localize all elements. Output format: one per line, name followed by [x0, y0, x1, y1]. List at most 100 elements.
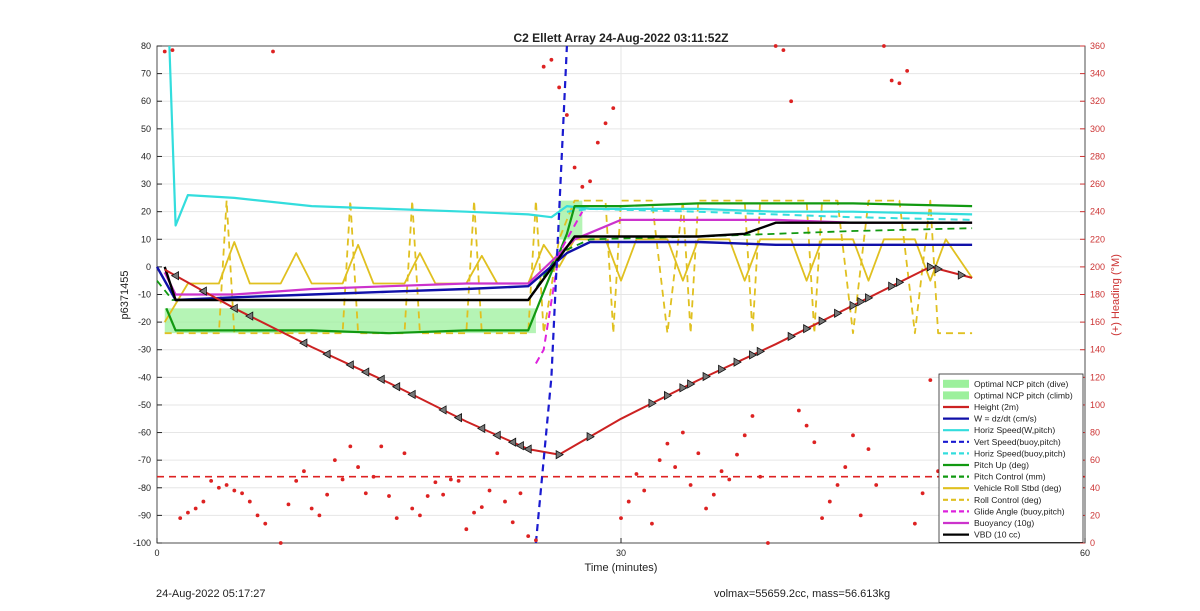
y2-tick-label: 240: [1090, 207, 1105, 217]
dive-marker: [170, 270, 179, 281]
dive-marker: [360, 367, 370, 377]
heading-point: [456, 478, 461, 483]
heading-point: [340, 477, 345, 482]
y2-tick-label: 60: [1090, 455, 1100, 465]
climb-marker: [926, 262, 936, 272]
heading-point: [178, 516, 183, 521]
heading-point: [588, 179, 592, 184]
y-axis-left: -100-90-80-70-60-50-40-30-20-10010203040…: [133, 41, 162, 548]
heading-point: [271, 49, 275, 54]
heading-point: [789, 99, 794, 104]
y-tick-label: -50: [138, 400, 151, 410]
heading-point: [433, 480, 438, 485]
heading-point: [464, 527, 469, 532]
heading-point: [688, 483, 693, 487]
heading-point: [804, 423, 809, 428]
y-tick-label: -10: [138, 290, 151, 300]
y-tick-label: 30: [141, 179, 151, 189]
heading-point: [758, 474, 763, 479]
series-line-vert-speed-buoy-pitch: [534, 45, 568, 544]
dive-marker: [229, 303, 238, 313]
y2-tick-label: 100: [1090, 400, 1105, 410]
heading-point: [781, 48, 786, 53]
climb-marker: [555, 449, 564, 460]
heading-point: [595, 140, 600, 145]
legend-label: Pitch Up (deg): [974, 460, 1029, 470]
climb-marker: [648, 398, 657, 408]
dive-marker: [438, 405, 447, 415]
dive-marker: [244, 311, 254, 321]
heading-point: [920, 491, 925, 496]
y-tick-label: -20: [138, 317, 151, 327]
heading-point: [402, 451, 407, 456]
y2-tick-label: 180: [1090, 290, 1105, 300]
heading-point: [394, 516, 399, 521]
series-line-horiz-speed-w-pitch: [168, 45, 973, 227]
climb-marker: [865, 293, 874, 303]
heading-point: [209, 478, 214, 483]
series-line-pitch-up-deg: [165, 202, 973, 335]
heading-point: [727, 477, 732, 482]
climb-marker: [818, 316, 827, 326]
climb-marker: [888, 281, 897, 291]
y2-tick-label: 20: [1090, 510, 1100, 520]
climb-marker: [857, 296, 866, 307]
dive-marker: [453, 412, 463, 423]
y-tick-label: -90: [138, 510, 151, 520]
heading-point: [247, 499, 252, 504]
climb-marker: [702, 371, 711, 382]
heading-point: [858, 513, 863, 518]
heading-point: [874, 483, 879, 487]
heading-point: [812, 440, 817, 445]
heading-point: [286, 502, 291, 507]
y2-tick-label: 200: [1090, 262, 1105, 272]
series-line-w-dz-dt-cm-s: [155, 240, 973, 302]
heading-point: [387, 494, 391, 498]
dive-marker: [515, 440, 524, 451]
y-tick-label: 80: [141, 41, 151, 51]
y2-tick-label: 160: [1090, 317, 1105, 327]
series-line-buoyancy-10g: [163, 218, 973, 296]
y2-tick-label: 220: [1090, 234, 1105, 244]
heading-point: [302, 469, 306, 474]
heading-point: [224, 483, 229, 487]
y-axis-right: 0 20 40 60 80 100 120 140 160 180 200 220 240 260 280 3…: [1080, 41, 1105, 548]
heading-point: [479, 505, 484, 510]
y2-tick-label: 0: [1090, 538, 1095, 548]
heading-point: [696, 451, 701, 456]
dive-marker: [322, 349, 331, 359]
climb-marker: [586, 432, 595, 442]
optimal-band-dive: [164, 308, 536, 334]
heading-point: [611, 106, 616, 111]
y-tick-label: -60: [138, 428, 151, 438]
y2-tick-label: 280: [1090, 151, 1105, 161]
climb-marker: [733, 357, 742, 367]
y-tick-label: 20: [141, 207, 151, 217]
climb-marker: [664, 390, 673, 401]
y2-tick-label: 320: [1090, 96, 1105, 106]
heading-point: [309, 506, 314, 511]
heading-point: [240, 491, 244, 496]
heading-point: [232, 488, 237, 493]
heading-point: [866, 447, 871, 452]
heading-point: [619, 516, 623, 521]
dive-marker: [299, 338, 308, 348]
x-tick-label: 0: [154, 548, 159, 558]
legend-label: Roll Control (deg): [974, 495, 1041, 505]
chart-title: C2 Ellett Array 24-Aug-2022 03:11:52Z: [514, 31, 729, 45]
legend-label: Buoyancy (10g): [974, 518, 1034, 528]
y-tick-label: -30: [138, 345, 151, 355]
y2-tick-label: 300: [1090, 124, 1105, 134]
heading-point: [503, 499, 507, 504]
plot-area: [155, 44, 1085, 545]
heading-point: [549, 57, 554, 62]
heading-point: [170, 48, 175, 53]
y2-tick-label: 120: [1090, 372, 1105, 382]
heading-point: [851, 433, 855, 438]
y-tick-label: 60: [141, 96, 151, 106]
y2-tick-label: 80: [1090, 428, 1100, 438]
heading-point: [526, 534, 531, 538]
heading-point: [580, 184, 585, 189]
heading-point: [773, 44, 778, 48]
